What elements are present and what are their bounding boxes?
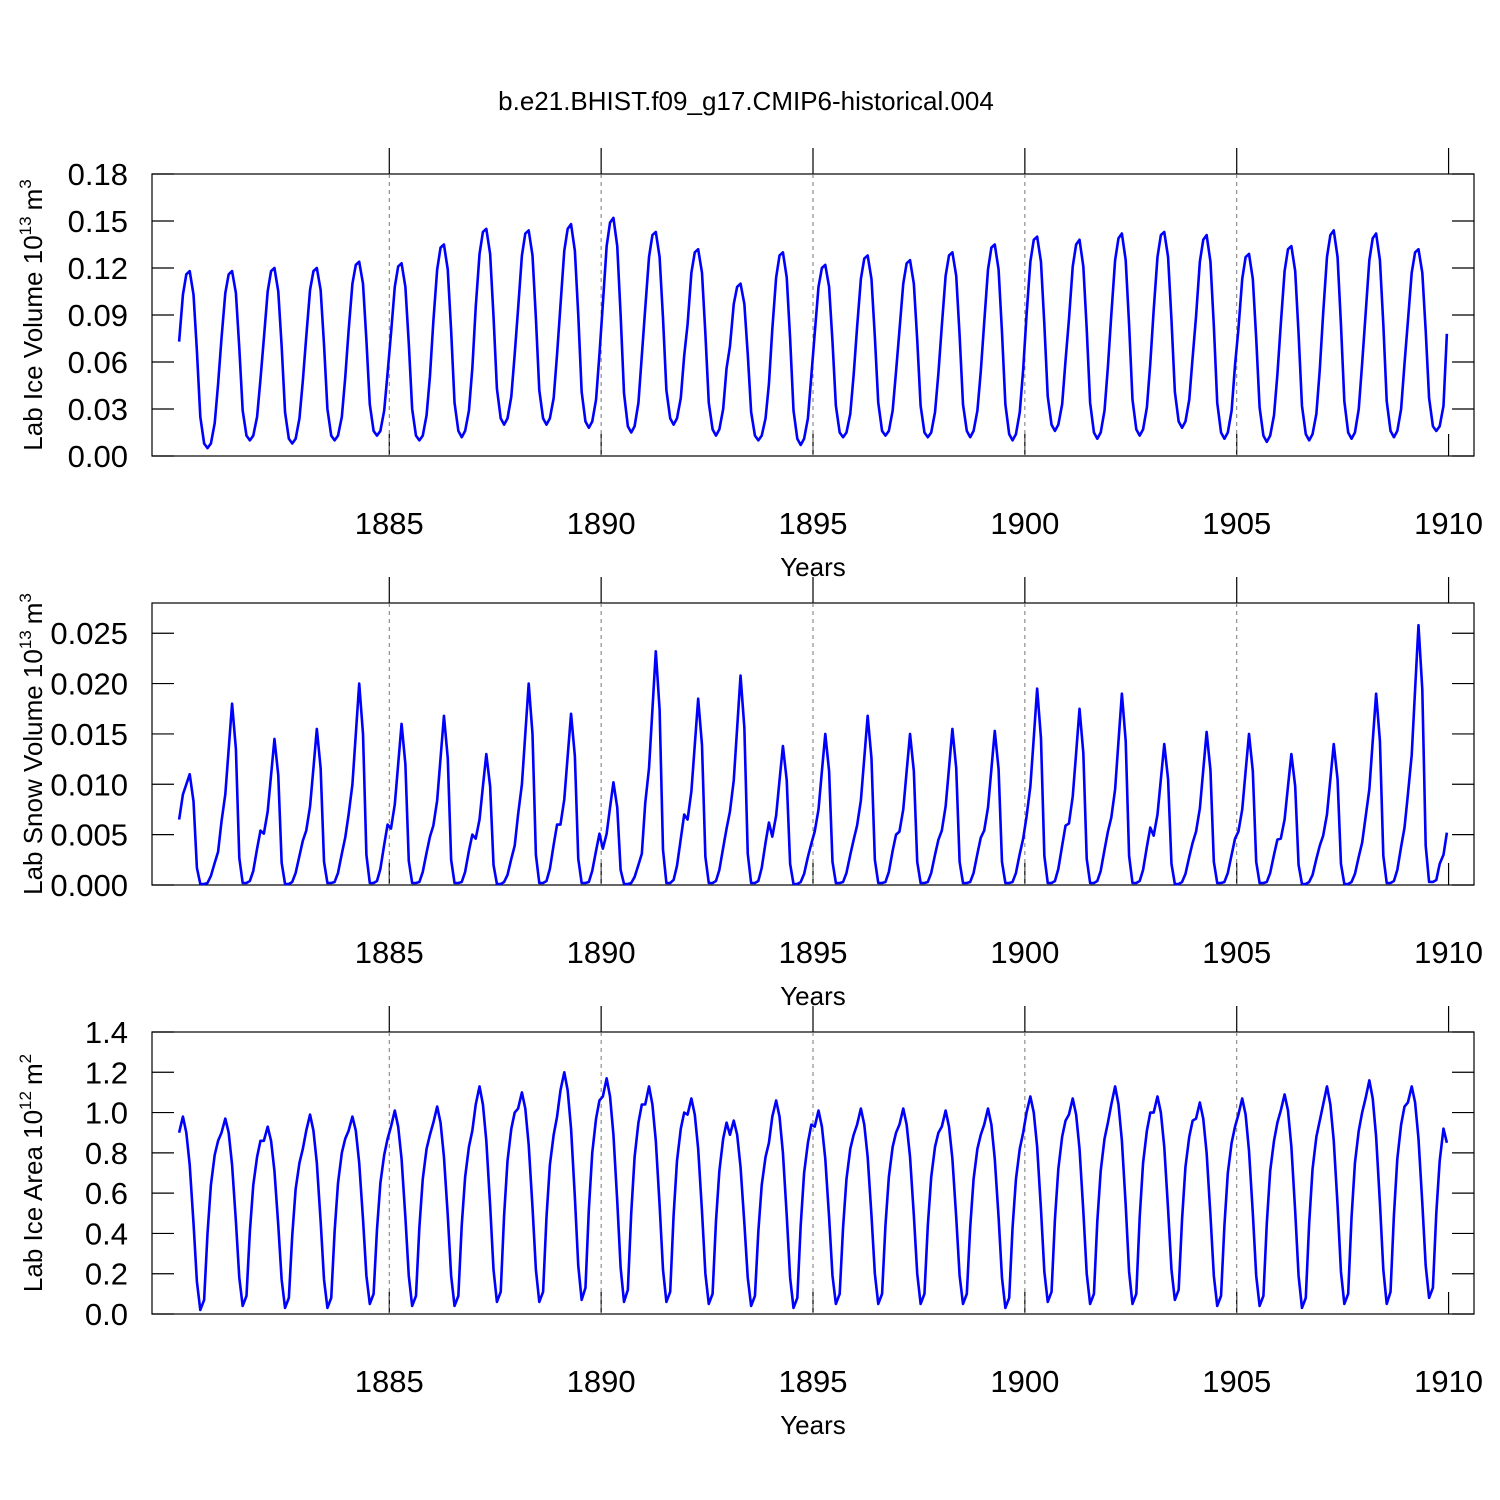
x-tick-label: 1905 bbox=[1202, 1364, 1271, 1399]
x-tick-label: 1890 bbox=[567, 935, 636, 970]
y-axis-label-part: 3 bbox=[16, 593, 35, 602]
y-axis-label-part: 2 bbox=[16, 1054, 35, 1063]
y-tick-label: 0.06 bbox=[68, 345, 128, 380]
y-tick-label: 0.00 bbox=[68, 439, 128, 474]
x-tick-label: 1895 bbox=[779, 1364, 848, 1399]
y-axis-label: Lab Ice Volume 1013 m3 bbox=[16, 179, 48, 450]
y-axis-label-part: 13 bbox=[16, 216, 35, 235]
x-tick-label: 1895 bbox=[779, 506, 848, 541]
x-tick-label: 1890 bbox=[567, 1364, 636, 1399]
y-axis-label: Lab Snow Volume 1013 m3 bbox=[16, 593, 48, 895]
y-tick-label: 0.005 bbox=[50, 818, 128, 853]
y-axis-label-part: m bbox=[18, 189, 48, 211]
data-line bbox=[177, 1070, 1449, 1312]
y-axis-label-part: 3 bbox=[16, 179, 35, 188]
y-tick-label: 0.8 bbox=[85, 1136, 128, 1171]
y-axis-label-part: Lab Snow Volume 10 bbox=[18, 649, 48, 895]
y-tick-label: 0.025 bbox=[50, 616, 128, 651]
y-tick-label: 1.2 bbox=[85, 1055, 128, 1090]
data-line bbox=[177, 623, 1449, 886]
y-axis-label-part: Lab Ice Area 10 bbox=[18, 1110, 48, 1292]
y-axis-label-part: 12 bbox=[16, 1091, 35, 1110]
y-tick-label: 0.6 bbox=[85, 1176, 128, 1211]
y-tick-label: 0.015 bbox=[50, 717, 128, 752]
x-tick-label: 1900 bbox=[990, 1364, 1059, 1399]
y-tick-label: 0.0 bbox=[85, 1297, 128, 1332]
x-tick-label: 1895 bbox=[779, 935, 848, 970]
y-tick-label: 0.18 bbox=[68, 157, 128, 192]
x-tick-label: 1910 bbox=[1414, 1364, 1483, 1399]
data-line bbox=[177, 216, 1449, 450]
y-axis-label-part: m bbox=[18, 1063, 48, 1085]
x-tick-label: 1890 bbox=[567, 506, 636, 541]
x-tick-label: 1900 bbox=[990, 935, 1059, 970]
x-tick-label: 1900 bbox=[990, 506, 1059, 541]
y-tick-label: 0.2 bbox=[85, 1257, 128, 1292]
y-tick-label: 0.000 bbox=[50, 868, 128, 903]
x-tick-label: 1885 bbox=[355, 1364, 424, 1399]
y-axis-label: Lab Ice Area 1012 m2 bbox=[16, 1054, 48, 1292]
y-tick-label: 1.4 bbox=[85, 1015, 128, 1050]
x-tick-label: 1885 bbox=[355, 935, 424, 970]
y-tick-label: 0.15 bbox=[68, 204, 128, 239]
y-tick-label: 0.09 bbox=[68, 298, 128, 333]
x-tick-label: 1910 bbox=[1414, 935, 1483, 970]
chart-title: b.e21.BHIST.f09_g17.CMIP6-historical.004 bbox=[498, 86, 994, 116]
y-axis-label-part: 13 bbox=[16, 630, 35, 649]
x-axis-label: Years bbox=[780, 1410, 846, 1440]
y-tick-label: 0.020 bbox=[50, 667, 128, 702]
x-tick-label: 1905 bbox=[1202, 935, 1271, 970]
y-tick-label: 1.0 bbox=[85, 1096, 128, 1131]
y-axis-label-part: Lab Ice Volume 10 bbox=[18, 235, 48, 450]
y-tick-label: 0.12 bbox=[68, 251, 128, 286]
y-tick-label: 0.4 bbox=[85, 1216, 128, 1251]
y-tick-label: 0.010 bbox=[50, 767, 128, 802]
y-axis-label-part: m bbox=[18, 603, 48, 625]
x-tick-label: 1885 bbox=[355, 506, 424, 541]
y-tick-label: 0.03 bbox=[68, 392, 128, 427]
x-tick-label: 1905 bbox=[1202, 506, 1271, 541]
x-tick-label: 1910 bbox=[1414, 506, 1483, 541]
